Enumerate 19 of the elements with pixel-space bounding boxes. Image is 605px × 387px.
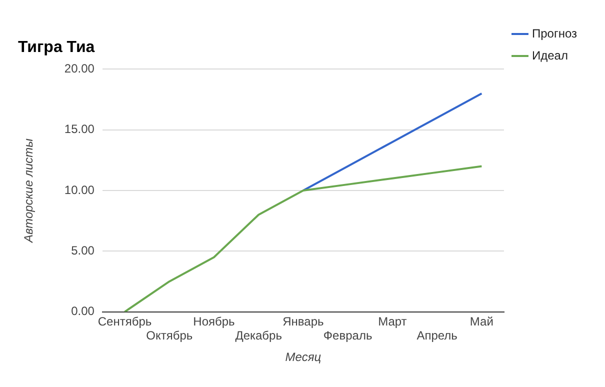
y-tick-label: 10.00: [64, 182, 95, 197]
x-tick-label: Октябрь: [146, 328, 193, 343]
y-tick-label: 5.00: [71, 243, 95, 258]
chart-title: Тигра Тиа: [18, 39, 95, 56]
y-axis-title: Авторские листы: [22, 138, 36, 244]
x-tick-label: Май: [470, 314, 494, 328]
y-tick-label: 0.00: [71, 304, 95, 318]
x-tick-label: Февраль: [323, 328, 372, 343]
x-tick-label: Январь: [282, 314, 324, 328]
x-tick-label: Ноябрь: [193, 314, 235, 328]
x-tick-label: Март: [378, 314, 408, 328]
x-tick-label: Апрель: [416, 328, 458, 343]
x-tick-label: Сентябрь: [98, 314, 152, 328]
x-axis-title: Месяц: [285, 350, 322, 364]
x-tick-label: Декабрь: [235, 328, 282, 343]
y-tick-label: 15.00: [64, 122, 95, 136]
legend-label: Прогноз: [532, 26, 578, 40]
y-tick-label: 20.00: [64, 62, 95, 76]
legend-label: Идеал: [532, 48, 568, 62]
